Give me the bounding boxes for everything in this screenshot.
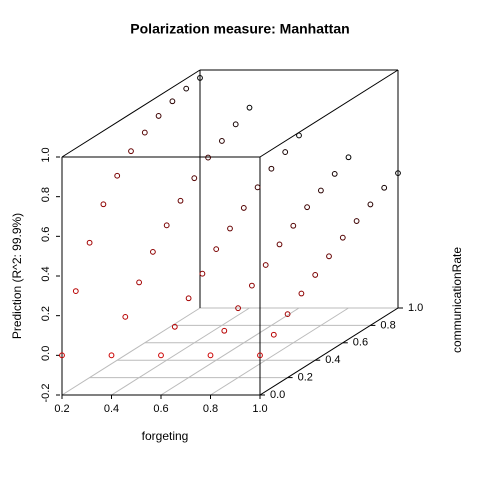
point xyxy=(221,327,228,334)
point xyxy=(262,262,269,268)
point xyxy=(240,205,247,211)
z-tick-label: 0.4 xyxy=(40,266,52,281)
point xyxy=(367,201,374,208)
y-tick-label: 0.4 xyxy=(325,354,340,366)
point xyxy=(326,253,332,260)
y-axis-label: communicationRate xyxy=(450,247,464,353)
point xyxy=(197,75,203,81)
x-axis-label: forgeting xyxy=(142,429,189,443)
y-tick-label: 0.0 xyxy=(270,389,285,401)
point xyxy=(270,331,277,338)
point xyxy=(163,222,170,229)
point xyxy=(235,305,242,312)
point xyxy=(353,218,360,224)
y-tick-label: 0.6 xyxy=(353,337,368,349)
z-tick-label: 0.2 xyxy=(40,306,52,321)
x-tick-label: 0.8 xyxy=(203,403,218,415)
point xyxy=(298,290,305,297)
point xyxy=(219,138,225,144)
x-tick-label: 0.4 xyxy=(104,403,119,415)
point xyxy=(284,311,291,318)
point xyxy=(155,113,162,119)
z-tick-label: 1.0 xyxy=(40,147,52,162)
point xyxy=(108,352,115,359)
z-tick-label: -0.2 xyxy=(40,384,52,403)
y-tick-label: 0.8 xyxy=(380,319,395,331)
point xyxy=(246,104,253,111)
point xyxy=(254,184,261,191)
point xyxy=(199,270,206,277)
box-edge xyxy=(259,307,399,396)
point xyxy=(257,352,263,359)
grid-line xyxy=(111,307,250,396)
point xyxy=(268,165,275,172)
point xyxy=(304,204,311,211)
y-tick-label: 0.2 xyxy=(298,372,313,384)
point xyxy=(128,148,134,155)
x-tick-label: 0.2 xyxy=(54,403,69,415)
point xyxy=(86,239,93,246)
point xyxy=(290,222,297,229)
x-tick-label: 0.6 xyxy=(153,403,168,415)
point xyxy=(136,279,143,286)
point xyxy=(249,282,255,289)
point xyxy=(191,175,198,182)
point xyxy=(381,184,388,191)
y-tick-label: 1.0 xyxy=(408,302,423,314)
point xyxy=(158,352,164,359)
grid-line xyxy=(210,307,349,396)
point xyxy=(183,85,190,92)
point xyxy=(312,272,319,278)
z-tick-label: 0.8 xyxy=(40,187,52,202)
point xyxy=(185,295,192,302)
grid-line xyxy=(61,307,201,396)
point xyxy=(213,246,220,253)
point xyxy=(296,132,302,139)
point xyxy=(395,170,401,177)
point xyxy=(100,201,107,208)
point xyxy=(169,98,176,105)
point xyxy=(227,225,233,232)
point xyxy=(141,129,148,136)
point xyxy=(72,288,79,295)
x-tick-label: 1.0 xyxy=(252,403,267,415)
point xyxy=(345,154,352,161)
point xyxy=(339,234,346,241)
grid-line xyxy=(160,307,300,396)
point xyxy=(150,248,156,255)
point xyxy=(207,352,214,359)
point xyxy=(205,154,212,161)
point xyxy=(59,352,65,359)
z-axis-label: Prediction (R^2: 99.9%) xyxy=(10,213,24,339)
point xyxy=(282,149,289,155)
point xyxy=(331,171,338,177)
point xyxy=(276,241,283,248)
point xyxy=(232,121,239,128)
chart-title: Polarization measure: Manhattan xyxy=(130,21,349,37)
box-edge xyxy=(259,69,399,158)
box-edge xyxy=(61,69,201,158)
point xyxy=(122,313,129,320)
z-tick-label: 0.0 xyxy=(40,346,52,361)
point xyxy=(171,323,178,330)
point xyxy=(177,197,184,204)
z-tick-label: 0.6 xyxy=(40,227,52,242)
point xyxy=(318,187,324,194)
point xyxy=(114,172,121,179)
